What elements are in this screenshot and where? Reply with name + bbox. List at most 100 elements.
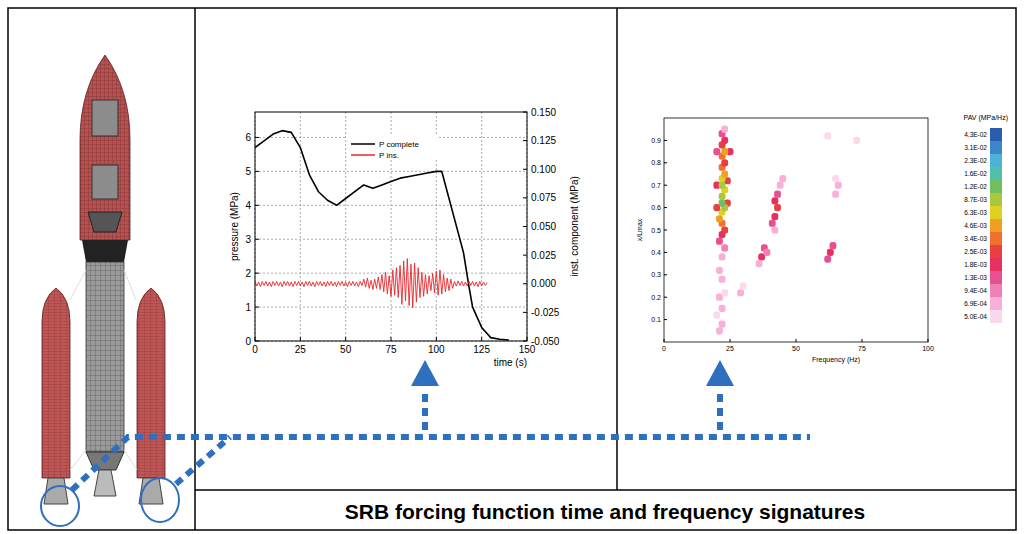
y2-tick [523, 312, 527, 313]
y2-tick-label: 0.150 [531, 107, 556, 118]
y-tick [255, 341, 259, 342]
map-cell [721, 170, 728, 177]
y2-tick [523, 255, 527, 256]
map-cell [824, 256, 831, 263]
map-cell [771, 226, 778, 233]
highlight-circle [141, 478, 179, 522]
payload [92, 100, 118, 136]
legend-label: P complete [379, 140, 419, 149]
map-cell [779, 175, 786, 182]
map-cell [835, 182, 842, 189]
y-axis-title: pressure (MPa) [229, 192, 240, 261]
colorbar-block [990, 219, 1002, 232]
map-cell [719, 305, 726, 312]
y-tick-label: 6 [245, 132, 251, 143]
x-axis-title: Frequency (Hz) [812, 356, 860, 364]
y-tick [664, 185, 667, 186]
map-cell [721, 159, 728, 166]
y2-tick [523, 140, 527, 141]
map-cell [716, 238, 723, 245]
colorbar-label: 8.7E-03 [964, 196, 987, 203]
colorbar-label: 3.4E-03 [964, 235, 987, 242]
legend: P complete P ins. [347, 136, 439, 160]
legend-swatch [351, 143, 375, 145]
x-tick [527, 337, 528, 341]
y2-tick [523, 112, 527, 113]
colorbar-label: 6.9E-04 [964, 300, 987, 307]
map-cell [721, 244, 728, 251]
y-tick [664, 297, 667, 298]
x-tick [300, 337, 301, 341]
core-stage [86, 262, 124, 452]
y2-tick-label: 0.125 [531, 135, 556, 146]
map-cell [721, 126, 728, 133]
divider [195, 489, 1016, 491]
colorbar-label: 4.3E-02 [964, 131, 987, 138]
series-line [255, 131, 509, 340]
map-cell [737, 289, 744, 296]
grid-line [255, 205, 527, 206]
dotted-connector [72, 437, 810, 490]
plot-bg [255, 112, 527, 341]
colorbar-block [990, 297, 1002, 310]
map-cell [769, 220, 776, 227]
legend-label: P ins. [379, 151, 399, 160]
colorbar-label: 1.2E-02 [964, 183, 987, 190]
y2-tick-label: 0.025 [531, 250, 556, 261]
outer-frame [8, 8, 1016, 530]
x-tick [391, 337, 392, 341]
map-cell [716, 215, 723, 222]
grid-line [255, 171, 527, 172]
frequency-chart: 02550751000.10.20.30.40.50.60.70.80.9Fre… [636, 114, 1008, 364]
y-tick-label: 0.3 [651, 271, 661, 278]
colorbar-label: 2.3E-02 [964, 157, 987, 164]
y2-tick-label: -0.050 [531, 336, 560, 347]
x-tick-label: 100 [922, 345, 934, 352]
y-tick-label: 0.7 [651, 182, 661, 189]
colorbar-block [990, 206, 1002, 219]
legend-bg [347, 136, 439, 160]
map-cell [830, 242, 837, 249]
x-tick [730, 339, 731, 342]
map-cell [774, 204, 781, 211]
map-cell [756, 260, 763, 267]
colorbar-label: 4.6E-03 [964, 222, 987, 229]
colorbar-block [990, 141, 1002, 154]
y-tick [664, 274, 667, 275]
map-cell [721, 148, 728, 155]
time-chart: 02550751001251500123456-0.050-0.0250.000… [229, 107, 580, 369]
booster [137, 288, 165, 478]
pointer-triangle [706, 360, 734, 386]
colorbar-block [990, 271, 1002, 284]
colorbar-block [990, 180, 1002, 193]
plot-frame [664, 118, 928, 342]
y-tick-label: 0 [245, 336, 251, 347]
booster [42, 288, 70, 478]
y-tick [255, 273, 259, 274]
y2-tick [523, 226, 527, 227]
divider [616, 8, 618, 490]
y2-tick [523, 197, 527, 198]
y-tick-label: 0.9 [651, 137, 661, 144]
map-cell [771, 213, 778, 220]
x-tick [796, 339, 797, 342]
map-cell [774, 191, 781, 198]
map-cell [716, 327, 723, 334]
map-cell [721, 137, 728, 144]
map-cell [719, 200, 726, 207]
colorbar-block [990, 245, 1002, 258]
colorbar-block [990, 167, 1002, 180]
colorbar-block [990, 284, 1002, 297]
y-tick [255, 205, 259, 206]
y-tick-label: 0.2 [651, 294, 661, 301]
colorbar-block [990, 193, 1002, 206]
y2-tick-label: 0.050 [531, 221, 556, 232]
colorbar-block [990, 310, 1002, 323]
x-tick-label: 50 [340, 344, 352, 355]
map-cell [764, 249, 771, 256]
map-cell [716, 267, 723, 274]
data-group [255, 131, 509, 340]
fairing [80, 55, 130, 240]
y-tick-label: 1 [245, 302, 251, 313]
colorbar-block [990, 232, 1002, 245]
